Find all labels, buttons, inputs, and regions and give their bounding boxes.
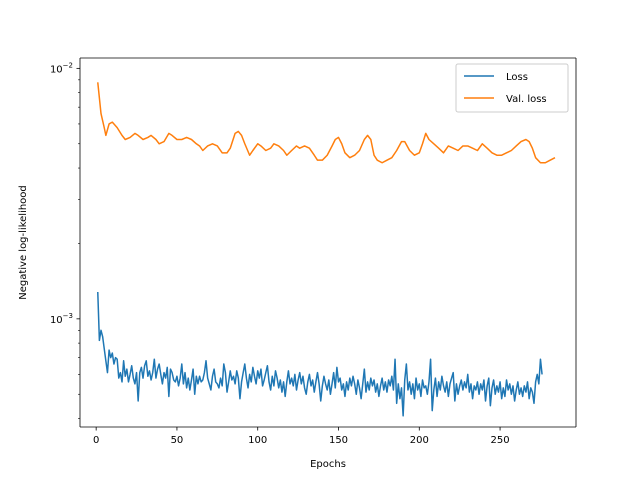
series-line-loss <box>97 291 543 417</box>
legend-label-val-loss: Val. loss <box>506 94 547 105</box>
legend-label-loss: Loss <box>506 72 528 83</box>
x-tick-label: 200 <box>410 435 429 446</box>
y-tick-label: 10−3 <box>50 312 73 326</box>
plot-area <box>80 58 576 427</box>
series-layer <box>97 82 556 417</box>
x-tick-label: 0 <box>93 435 99 446</box>
x-tick-label: 50 <box>171 435 184 446</box>
axes-layer <box>79 57 577 428</box>
y-tick-label: 10−2 <box>50 61 73 75</box>
x-tick-label: 250 <box>491 435 510 446</box>
legend: Loss Val. loss <box>455 63 569 113</box>
y-axis-label: Negative log-likelihood <box>18 185 29 300</box>
ticks-layer: 0 50 100 150 200 250 10−3 10−2 <box>50 61 510 446</box>
x-tick-label: 100 <box>248 435 267 446</box>
x-tick-label: 150 <box>329 435 348 446</box>
x-axis-label: Epochs <box>310 459 346 470</box>
series-line-val-loss <box>97 82 556 164</box>
